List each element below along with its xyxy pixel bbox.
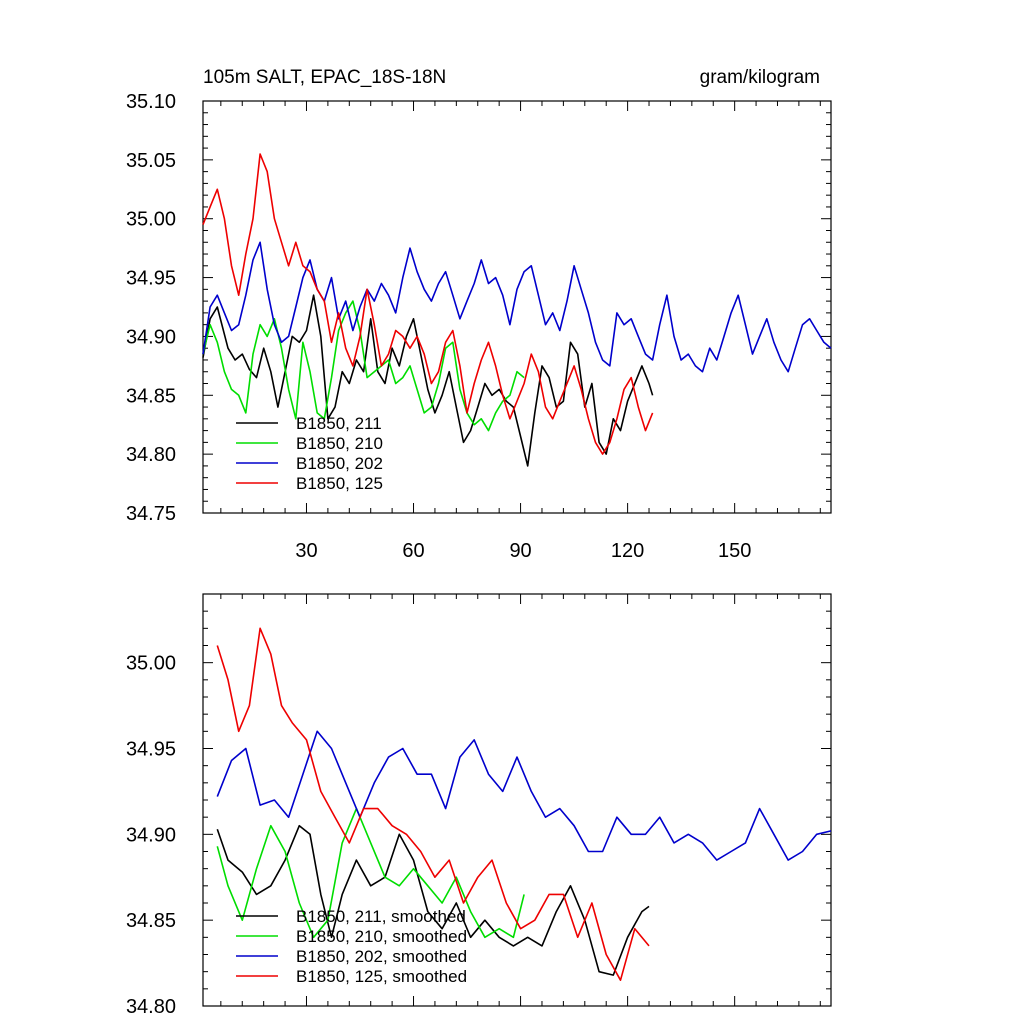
y-tick-label: 34.80	[126, 444, 176, 466]
legend-label: B1850, 211	[296, 414, 382, 433]
plot-frame	[202, 100, 832, 514]
chart-title-left: 105m SALT, EPAC_18S-18N	[203, 67, 446, 88]
x-tick-label: 120	[611, 540, 644, 562]
series-line-1	[202, 300, 525, 432]
y-tick-label: 35.05	[126, 150, 176, 172]
x-tick-label: 90	[509, 540, 531, 562]
series-line-0	[216, 824, 650, 976]
chart-units-label: gram/kilogram	[700, 67, 820, 88]
bottom-panel-smoothed-chart: 34.80 34.85 34.90 34.95 35.00 B1850, 211, smo…	[126, 593, 832, 1018]
x-tick-label: 60	[402, 540, 424, 562]
series-line-2	[202, 241, 832, 373]
x-tick-label: 150	[718, 540, 751, 562]
legend-label: B1850, 202, smoothed	[296, 947, 467, 966]
y-tick-label: 35.00	[126, 209, 176, 231]
legend-label: B1850, 210, smoothed	[296, 927, 467, 946]
y-tick-label: 34.75	[126, 503, 176, 525]
x-tick-label: 30	[295, 540, 317, 562]
legend-label: B1850, 210	[296, 434, 383, 453]
y-tick-label: 34.85	[126, 385, 176, 407]
y-tick-label: 34.90	[126, 824, 176, 846]
y-tick-label: 34.95	[126, 268, 176, 290]
y-tick-label: 35.00	[126, 653, 176, 675]
legend-label: B1850, 211, smoothed	[296, 907, 466, 926]
series-line-0	[202, 294, 654, 467]
y-tick-label: 34.85	[126, 910, 176, 932]
y-tick-label: 34.90	[126, 326, 176, 348]
legend-label: B1850, 202	[296, 454, 383, 473]
y-tick-label: 34.95	[126, 739, 176, 761]
top-panel-salt-chart: 30 60 90 120 150 34.75 34.80 34.85 34.90 34.95 35.…	[126, 67, 832, 562]
y-tick-label: 35.10	[126, 91, 176, 113]
series-line-3	[216, 627, 650, 982]
series-line-1	[216, 807, 525, 939]
legend-label: B1850, 125, smoothed	[296, 967, 467, 986]
series-line-3	[202, 153, 654, 455]
series-line-2	[216, 730, 832, 861]
y-tick-label: 34.80	[126, 996, 176, 1018]
legend-label: B1850, 125	[296, 474, 383, 493]
